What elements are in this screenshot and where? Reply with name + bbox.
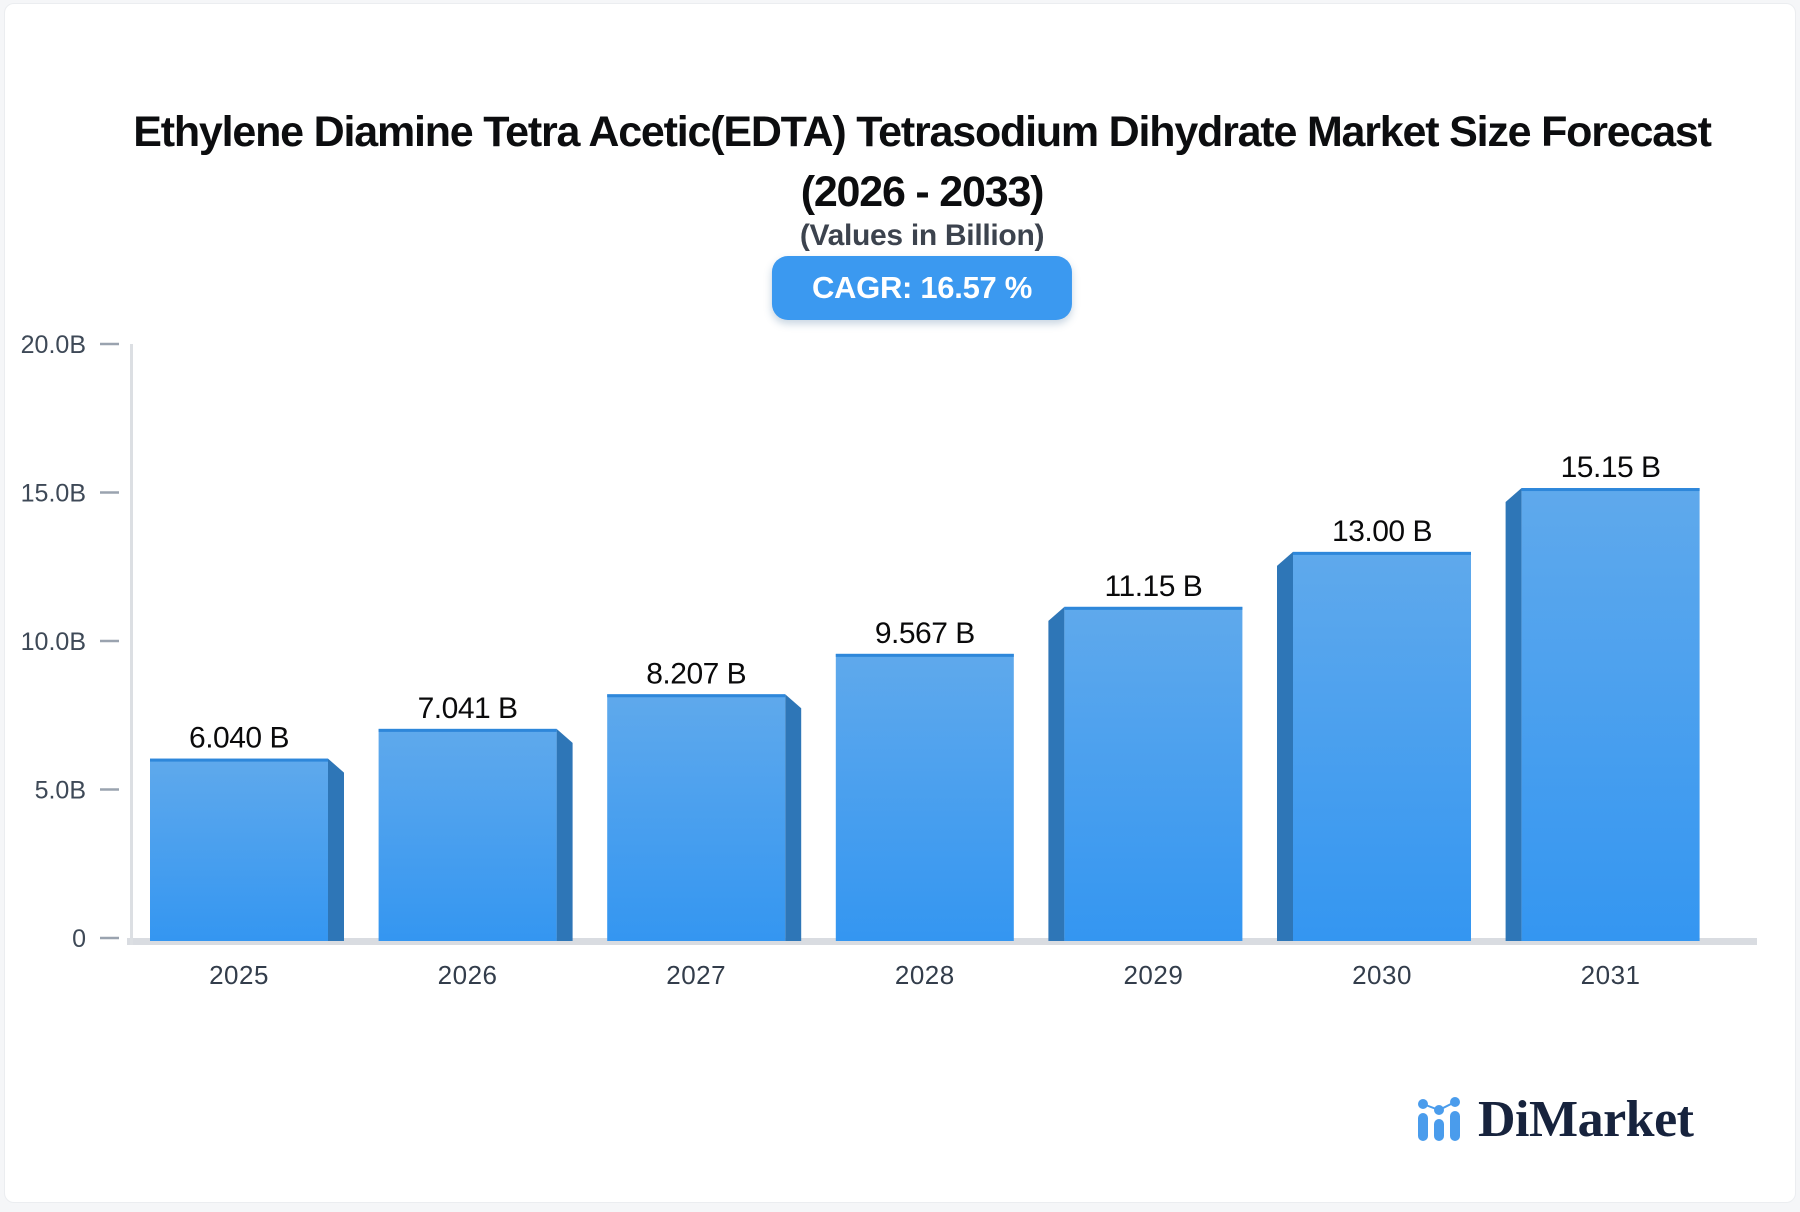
x-axis-label-2026: 2026 xyxy=(438,960,498,990)
chart-card xyxy=(4,3,1796,1203)
chart-title-line2: (2026 - 2033) xyxy=(800,168,1045,216)
dimarket-logo: DiMarket xyxy=(1418,1088,1694,1152)
chart-subtitle: (Values in Billion) xyxy=(799,219,1045,252)
chart-title-line1: Ethylene Diamine Tetra Acetic(EDTA) Tetr… xyxy=(133,108,1712,156)
y-axis-tick-label: 5.0B xyxy=(35,777,86,805)
x-axis-label-2031: 2031 xyxy=(1581,960,1641,990)
bar-side-2026 xyxy=(556,728,573,941)
bar-2029 xyxy=(1064,606,1243,941)
bar-side-2027 xyxy=(785,694,802,941)
bar-2025 xyxy=(150,758,328,941)
x-axis-label-2025: 2025 xyxy=(209,960,269,990)
bar-2026 xyxy=(378,728,557,941)
bar-top-edge-2031 xyxy=(1521,488,1700,492)
bar-top-edge-2028 xyxy=(835,653,1014,657)
y-axis-tick-label: 20.0B xyxy=(21,331,86,359)
bar-side-2030 xyxy=(1277,551,1293,941)
x-axis-label-2029: 2029 xyxy=(1123,960,1183,990)
bar-value-label-2031: 15.15 B xyxy=(1561,451,1661,484)
y-axis-tick-label: 15.0B xyxy=(21,480,86,508)
y-axis-tick-label: 10.0B xyxy=(21,628,86,656)
bar-2030 xyxy=(1293,551,1471,941)
bar-value-label-2030: 13.00 B xyxy=(1332,515,1432,548)
bar-value-label-2026: 7.041 B xyxy=(418,692,518,725)
mini-bar-chart-icon xyxy=(1418,1097,1460,1141)
x-axis-label-2030: 2030 xyxy=(1352,960,1412,990)
bar-side-2031 xyxy=(1505,488,1522,941)
logo-text: DiMarket xyxy=(1478,1091,1694,1148)
x-axis-label-2028: 2028 xyxy=(895,960,955,990)
bar-top-edge-2027 xyxy=(607,694,786,698)
x-axis-label-2027: 2027 xyxy=(666,960,726,990)
bar-side-2025 xyxy=(328,758,344,941)
bar-top-edge-2025 xyxy=(150,758,328,762)
bar-top-edge-2030 xyxy=(1293,551,1471,555)
y-axis-line xyxy=(130,344,133,945)
bar-value-label-2029: 11.15 B xyxy=(1105,570,1203,603)
bar-2031 xyxy=(1521,488,1700,941)
y-axis-tick-label: 0 xyxy=(72,925,86,953)
bar-2028 xyxy=(835,653,1014,941)
x-axis-baseline xyxy=(127,938,1757,945)
cagr-badge: CAGR: 16.57 % xyxy=(771,256,1073,320)
bar-value-label-2025: 6.040 B xyxy=(189,722,289,755)
bar-value-label-2028: 9.567 B xyxy=(875,617,975,650)
bar-value-label-2027: 8.207 B xyxy=(646,657,746,690)
bar-top-edge-2029 xyxy=(1064,606,1243,610)
bar-side-2029 xyxy=(1048,606,1065,941)
bar-top-edge-2026 xyxy=(378,728,557,732)
bar-2027 xyxy=(607,694,786,941)
